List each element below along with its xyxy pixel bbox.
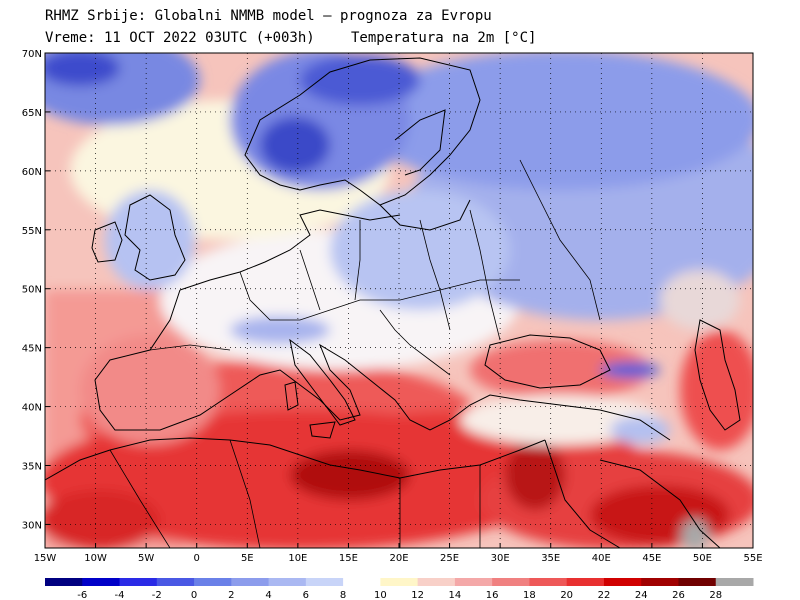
legend-swatch <box>641 578 679 586</box>
variable-label: Temperatura na 2m [°C] <box>351 30 537 46</box>
legend-swatch <box>119 578 158 586</box>
legend-label: 12 <box>411 590 424 600</box>
lon-label: 15E <box>339 553 358 564</box>
lon-label: 30E <box>491 553 510 564</box>
lon-label: 10W <box>84 553 107 564</box>
lat-label: 40N <box>22 403 42 414</box>
legend-label: 16 <box>486 590 499 600</box>
legend-swatch <box>380 578 419 586</box>
legend-swatch <box>566 578 605 586</box>
legend-swatch <box>45 578 83 586</box>
legend-swatch <box>529 578 568 586</box>
legend-label: 10 <box>374 590 387 600</box>
legend-label: 24 <box>635 590 648 600</box>
legend-swatch <box>715 578 754 586</box>
lon-label: 55E <box>743 553 762 564</box>
legend-label: 6 <box>303 590 309 600</box>
legend-swatch <box>492 578 530 586</box>
lon-label: 40E <box>592 553 611 564</box>
lat-label: 50N <box>22 285 42 296</box>
map-title: RHMZ Srbije: Globalni NMMB model – progn… <box>45 8 492 24</box>
legend-label: 2 <box>228 590 234 600</box>
legend-label: 22 <box>598 590 611 600</box>
lat-lon-grid <box>45 53 753 548</box>
lat-label: 35N <box>22 462 42 473</box>
legend-label: 14 <box>449 590 462 600</box>
legend-swatch <box>156 578 195 586</box>
latitude-ticks: 30N 35N 40N 45N 50N 55N 60N 65N 70N <box>22 49 50 531</box>
legend-swatch <box>343 578 381 586</box>
lon-label: 50E <box>693 553 712 564</box>
legend-swatch <box>305 578 344 586</box>
legend-label: -6 <box>77 590 87 600</box>
legend-swatch <box>194 578 232 586</box>
lon-label: 15W <box>34 553 57 564</box>
lat-label: 70N <box>22 49 42 60</box>
legend-label: 26 <box>672 590 685 600</box>
forecast-time: Vreme: 11 OCT 2022 03UTC (+003h) <box>45 30 315 46</box>
lon-label: 10E <box>288 553 307 564</box>
legend-swatch <box>603 578 642 586</box>
color-legend: -6 -4 -2 0 2 4 6 8 10 12 14 16 18 20 22 24 26 28 <box>45 578 754 600</box>
legend-label: 0 <box>191 590 197 600</box>
lon-label: 25E <box>440 553 459 564</box>
legend-swatch <box>417 578 456 586</box>
longitude-ticks: 15W 10W 5W 0 5E 10E 15E 20E 25E 30E 35E 40E 45E 50E 55… <box>34 543 763 564</box>
legend-label: -2 <box>152 590 162 600</box>
temperature-field <box>45 53 753 548</box>
legend-label: 18 <box>523 590 536 600</box>
legend-swatch <box>82 578 121 586</box>
lat-label: 60N <box>22 167 42 178</box>
legend-label: 28 <box>709 590 722 600</box>
lon-label: 45E <box>642 553 661 564</box>
lat-label: 45N <box>22 344 42 355</box>
lat-label: 65N <box>22 108 42 119</box>
legend-label: 20 <box>560 590 573 600</box>
legend-swatch <box>231 578 270 586</box>
legend-swatch <box>268 578 307 586</box>
legend-label: 4 <box>265 590 271 600</box>
lon-label: 20E <box>389 553 408 564</box>
lat-label: 30N <box>22 520 42 531</box>
coastlines <box>45 57 741 548</box>
legend-swatch <box>454 578 493 586</box>
lon-label: 0 <box>194 553 200 564</box>
lon-label: 5E <box>241 553 254 564</box>
legend-label: -4 <box>115 590 125 600</box>
lat-label: 55N <box>22 226 42 237</box>
legend-label: 8 <box>340 590 346 600</box>
lon-label: 35E <box>541 553 560 564</box>
legend-swatch <box>678 578 717 586</box>
lon-label: 5W <box>138 553 154 564</box>
